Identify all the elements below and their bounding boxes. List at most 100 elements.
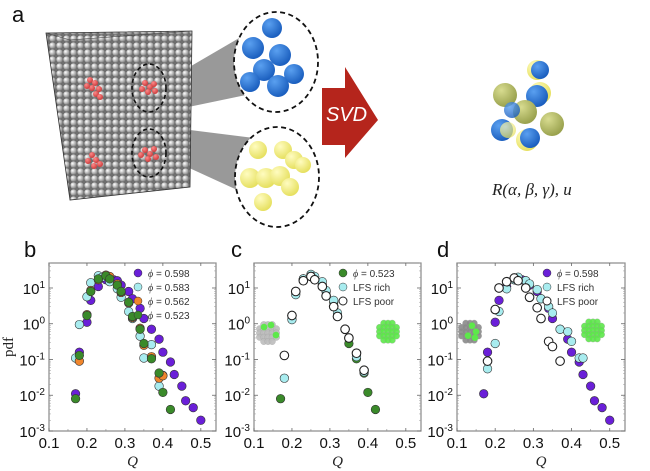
data-point [536, 313, 546, 324]
data-point [177, 381, 187, 391]
legend-label: LFS rich [557, 283, 594, 294]
data-point [605, 415, 615, 425]
data-point [275, 394, 286, 404]
data-point [597, 403, 607, 413]
data-point [139, 338, 149, 349]
plot-frame [456, 262, 626, 432]
red-cluster [84, 77, 159, 169]
y-tick-label: 101 [23, 280, 46, 298]
data-point [555, 356, 565, 366]
data-point [340, 324, 350, 335]
x-tick-label: 0.4 [152, 435, 173, 452]
data-point [524, 292, 535, 303]
data-point [566, 336, 577, 347]
data-point [74, 319, 84, 330]
data-point [188, 403, 198, 413]
legend-marker [542, 268, 552, 278]
data-point [563, 327, 573, 337]
lfs-rich-cluster-inset [581, 318, 605, 343]
legend-marker [338, 282, 348, 292]
legend-marker [338, 268, 348, 278]
x-tick-label: 0.5 [599, 435, 620, 452]
y-tick-label: 101 [431, 280, 454, 298]
x-tick-label: 0.2 [282, 435, 303, 452]
plot-frame [48, 262, 217, 432]
aligned-cluster [491, 60, 564, 151]
data-point [279, 350, 290, 361]
data-point [332, 311, 343, 322]
data-point [589, 396, 600, 406]
data-point [490, 317, 500, 327]
legend-marker [133, 296, 143, 306]
data-point [86, 286, 96, 297]
y-tick-label: 10-1 [427, 351, 453, 369]
data-point [547, 308, 558, 318]
x-tick-label: 0.2 [485, 435, 506, 452]
data-point [501, 276, 512, 287]
y-axis-label: pdf [1, 337, 17, 357]
series--0-523 [70, 271, 176, 415]
selection-ring-bottom [131, 128, 167, 178]
data-point [359, 365, 369, 376]
data-point [490, 304, 501, 315]
plot-frame [253, 262, 422, 432]
data-point [169, 369, 179, 380]
data-point [116, 286, 126, 297]
legend-label: ϕ = 0.523 [148, 311, 190, 322]
data-point [490, 338, 500, 349]
data-point [363, 387, 373, 398]
y-tick-label: 10-1 [19, 351, 45, 369]
legend-marker [133, 310, 143, 320]
panel-label-d: d [437, 237, 450, 262]
x-axis-label: Q [536, 454, 547, 470]
legend-label: ϕ = 0.583 [148, 283, 190, 294]
data-point [146, 340, 157, 350]
particle-cube [45, 30, 193, 201]
y-tick-label: 10-2 [224, 387, 250, 405]
data-point [547, 341, 558, 352]
data-point [578, 369, 588, 380]
data-point [146, 324, 157, 334]
y-tick-label: 100 [431, 316, 454, 334]
data-point [555, 324, 565, 334]
data-point [287, 310, 297, 321]
data-point [74, 350, 84, 361]
x-tick-label: 0.5 [190, 435, 211, 452]
data-point [158, 347, 168, 357]
series-lfs-poor [482, 273, 565, 366]
data-point [344, 333, 354, 343]
selection-ring-top [131, 63, 167, 113]
x-tick-label: 0.2 [77, 435, 98, 452]
legend-marker [133, 282, 143, 292]
legend-label: ϕ = 0.523 [353, 269, 395, 280]
data-point [279, 373, 289, 383]
data-point [82, 310, 92, 321]
legend-marker [338, 296, 348, 306]
data-point [158, 387, 168, 398]
data-point [578, 353, 588, 363]
svd-arrow-label: SVD [326, 104, 367, 126]
y-tick-label: 10-1 [224, 351, 250, 369]
legend-label: LFS poor [557, 297, 599, 308]
legend-marker [133, 268, 143, 278]
series-lfs-poor [279, 271, 369, 376]
data-point [351, 348, 362, 359]
lfs-rich-cluster-inset [376, 319, 400, 344]
data-point [154, 368, 164, 378]
x-tick-label: 0.1 [39, 435, 60, 452]
data-point [146, 354, 157, 364]
y-tick-label: 10-2 [19, 387, 45, 405]
data-point [321, 291, 331, 301]
reference-cluster-yellow [234, 126, 320, 228]
y-tick-label: 100 [23, 316, 46, 334]
legend-label: ϕ = 0.598 [148, 269, 190, 280]
data-point [479, 389, 489, 399]
y-tick-label: 100 [228, 316, 251, 334]
data-point [482, 356, 493, 366]
lfs-poor-cluster-inset [256, 321, 280, 345]
data-point [165, 357, 176, 367]
x-tick-label: 0.1 [244, 435, 265, 452]
data-point [532, 285, 542, 295]
